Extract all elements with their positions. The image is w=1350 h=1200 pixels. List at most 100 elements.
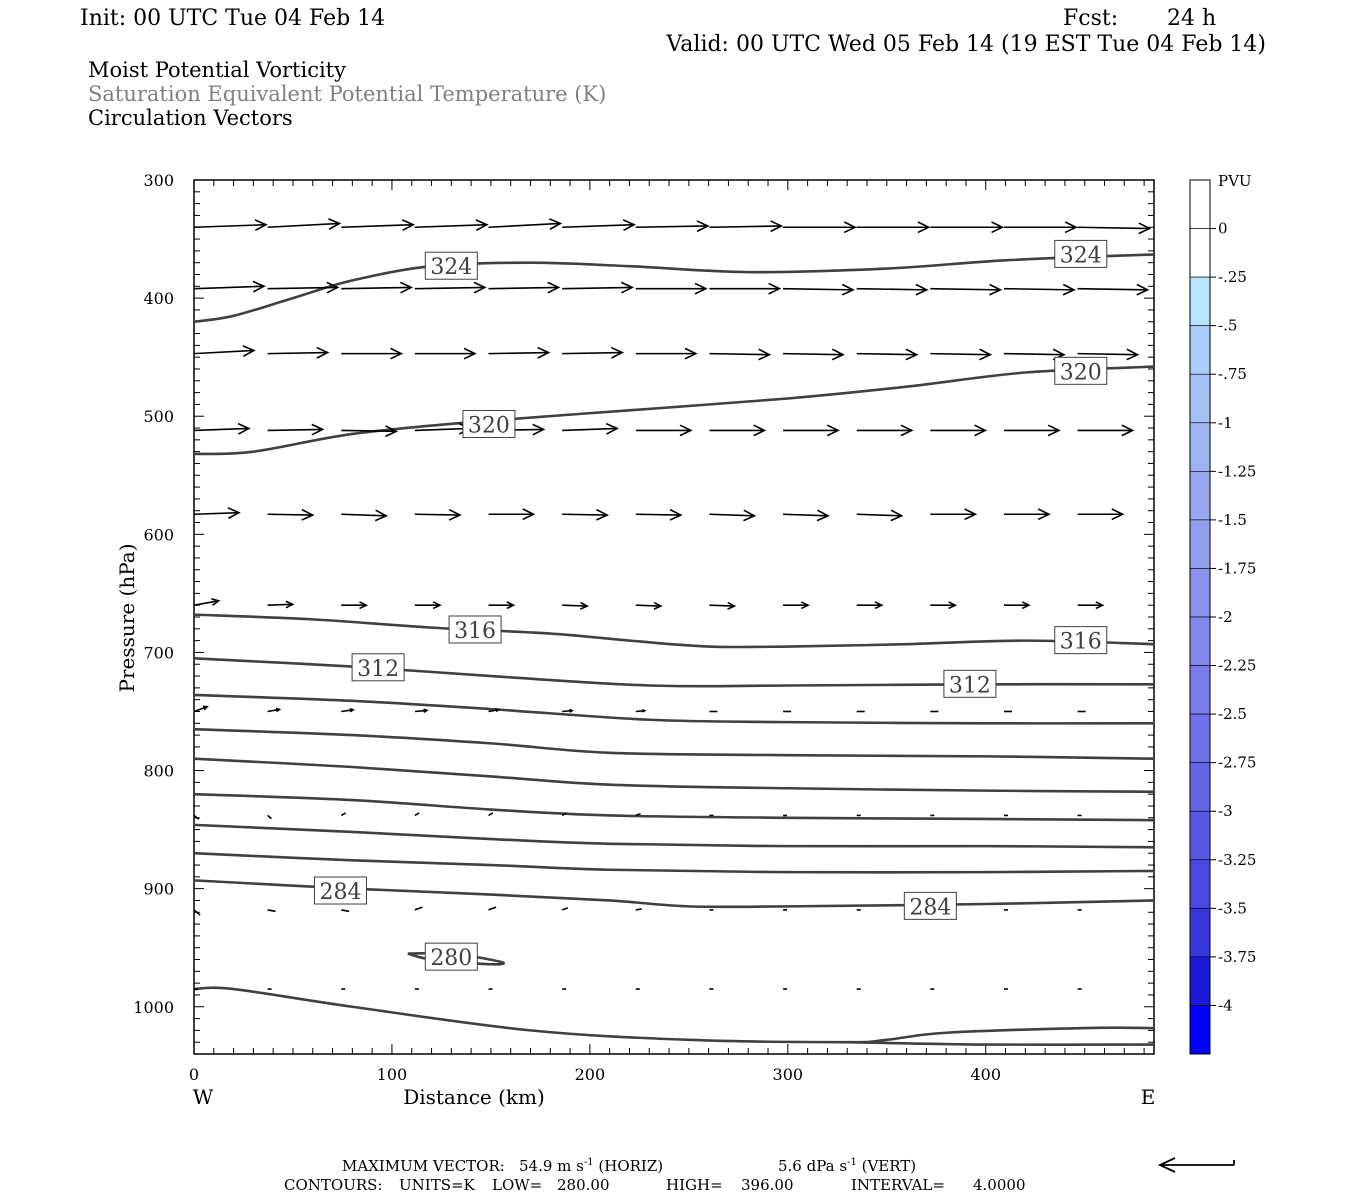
contour-label-box	[1054, 626, 1108, 655]
wind-vector	[1077, 222, 1152, 235]
wind-vector-head	[974, 424, 988, 437]
plot-frame	[193, 179, 1155, 1055]
x-tick-label: 400	[970, 1065, 1001, 1084]
wind-vector-head	[694, 282, 708, 295]
colorbar-cell	[1189, 179, 1211, 229]
wind-vector-shaft	[267, 513, 313, 516]
wind-vector	[562, 601, 589, 610]
colorbar-cell	[1189, 665, 1211, 715]
colorbar-cell	[1189, 568, 1211, 618]
wind-vector-shaft	[635, 513, 681, 516]
wind-vector	[267, 218, 342, 230]
contour-line	[193, 986, 1155, 1044]
wind-vector-shaft	[783, 352, 844, 356]
contour-label-text: 280	[430, 946, 472, 971]
wind-vector	[635, 424, 693, 437]
wind-vector	[341, 219, 416, 232]
y-tick-label: 900	[143, 880, 174, 899]
wind-vector	[488, 812, 494, 817]
contour-line	[193, 693, 1155, 725]
wind-vector	[1003, 283, 1076, 296]
colorbar-label: -2.25	[1218, 657, 1256, 675]
wind-vector-head	[727, 601, 737, 610]
colorbar-label: -1	[1218, 414, 1233, 432]
wind-vector	[193, 507, 241, 519]
wind-vector-shaft	[341, 709, 354, 713]
contour-label-text: 320	[1060, 360, 1102, 385]
wind-vector-shaft	[267, 428, 323, 432]
wind-vector-head	[874, 601, 884, 610]
wind-vector-shaft	[562, 427, 618, 432]
wind-vector-head	[547, 281, 561, 294]
wind-vector	[193, 814, 200, 820]
wind-vector-shaft	[562, 351, 623, 355]
wind-vector-shaft	[709, 352, 770, 356]
colorbar-label: -3.5	[1218, 899, 1247, 917]
wind-vector-shaft	[1003, 287, 1074, 291]
x-tick-label: 200	[575, 1065, 606, 1084]
y-tick-label: 1000	[133, 998, 174, 1017]
wind-vector	[414, 708, 429, 713]
wind-vector	[414, 812, 420, 817]
wind-vector	[709, 509, 757, 522]
contour-label: 324	[1054, 239, 1108, 268]
wind-vector-shaft	[488, 222, 561, 229]
contour-label-box	[313, 876, 367, 905]
wind-vector-head	[620, 281, 634, 294]
wind-vector-shaft	[635, 812, 641, 817]
wind-vector	[562, 508, 609, 521]
wind-vector-shaft	[488, 906, 497, 911]
wind-vector	[930, 221, 1005, 234]
wind-vector	[562, 422, 619, 435]
wind-vector-head	[401, 219, 416, 232]
contours-interval-value: 4.0000	[973, 1176, 1026, 1194]
wind-vector-shaft	[709, 225, 782, 229]
wind-vector-head	[569, 708, 574, 713]
wind-vector-head	[684, 347, 698, 360]
contour-line	[193, 365, 1155, 456]
contour-line	[193, 851, 1155, 874]
y-tick-label: 600	[143, 525, 174, 544]
contour-line	[193, 657, 1155, 688]
colorbar-label: -3.75	[1218, 948, 1256, 966]
wind-vector	[267, 707, 282, 713]
wind-vector-shaft	[635, 908, 642, 911]
wind-vector	[562, 281, 634, 294]
colorbar-label: -3	[1218, 802, 1233, 820]
wind-vector	[414, 281, 487, 294]
wind-vector	[341, 425, 399, 438]
wind-vector-shaft	[783, 287, 854, 291]
wind-vector	[709, 220, 784, 233]
wind-vector-head	[826, 424, 840, 437]
wind-vector	[414, 601, 442, 610]
colorbar-label: -.25	[1218, 268, 1247, 286]
wind-vector	[635, 347, 698, 360]
wind-vector-shaft	[414, 427, 470, 432]
wind-vector-shaft	[341, 909, 350, 913]
wind-vector	[783, 348, 845, 361]
contour-labels: 324 324 320 320 316 316 312 312 284 284 280	[313, 239, 1108, 971]
contour-label-box	[448, 615, 502, 644]
wind-vector-head	[890, 509, 904, 522]
contour-label: 320	[1054, 356, 1108, 385]
wind-vector	[341, 707, 355, 713]
contour-label-text: 316	[1060, 630, 1102, 655]
wind-vector	[341, 281, 414, 294]
wind-vector-head	[349, 707, 355, 713]
x-axis-ticks: 0 100 200 300 400	[189, 1065, 1001, 1084]
x-tick-label: 100	[377, 1065, 408, 1084]
wind-vector-head	[359, 601, 369, 610]
x-axis-title: Distance (km)	[403, 1085, 545, 1109]
wind-vector	[930, 348, 993, 361]
x-tick-label: 0	[189, 1065, 199, 1084]
wind-vector	[783, 283, 855, 296]
contour-line	[193, 823, 1155, 849]
wind-vector	[856, 509, 904, 522]
contour-lines	[193, 253, 1155, 1047]
wind-vector	[783, 221, 857, 234]
colorbar-cell	[1189, 762, 1211, 812]
wind-vector-head	[390, 347, 404, 360]
contour-line	[847, 1040, 1155, 1047]
minor-ticks	[193, 179, 1154, 1055]
wind-vector	[488, 346, 551, 359]
